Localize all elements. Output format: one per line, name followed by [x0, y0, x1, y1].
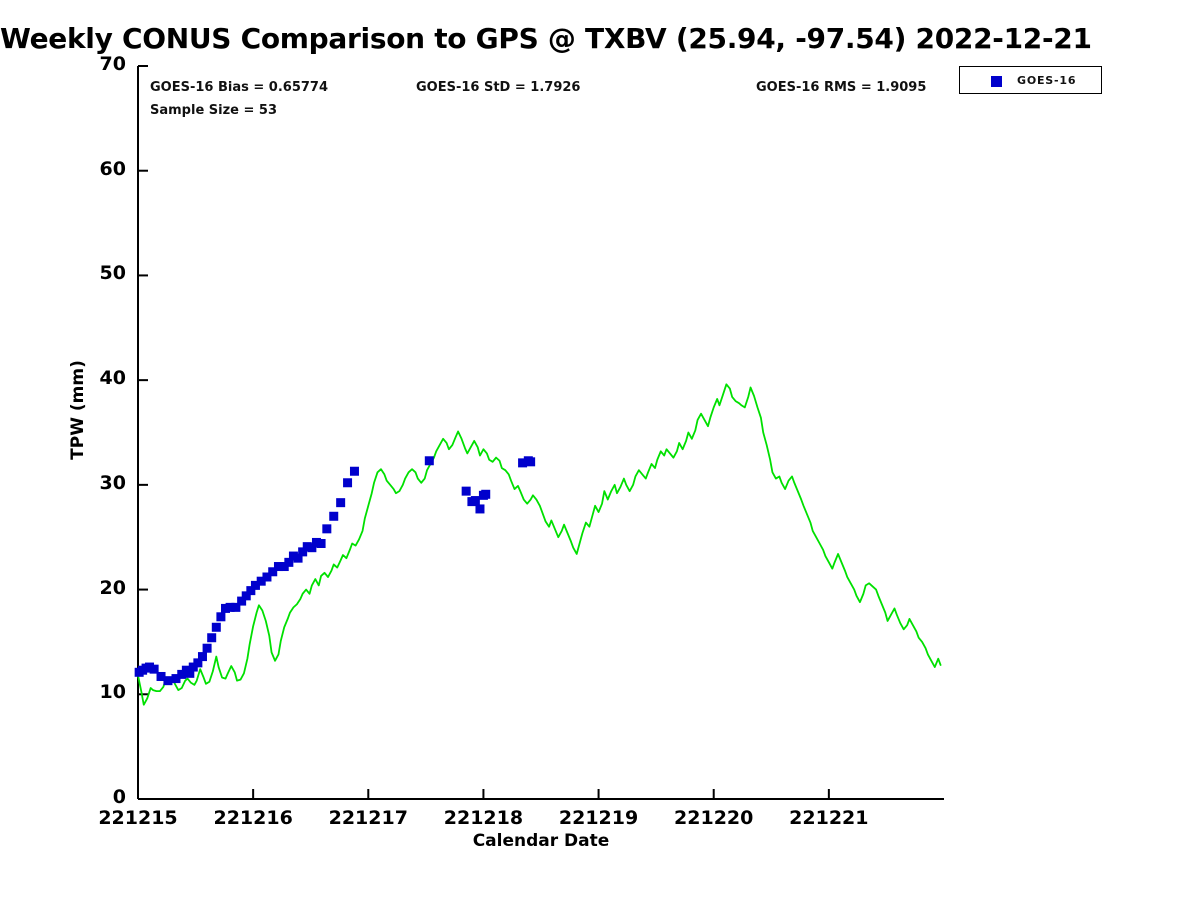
ytick-label: 0 — [112, 786, 126, 808]
legend-swatch-goes16 — [991, 76, 1002, 87]
xtick-label: 221215 — [98, 807, 178, 829]
legend-label-goes16: GOES-16 — [1017, 74, 1077, 87]
axis-title-x: Calendar Date — [472, 831, 610, 851]
page-title: Weekly CONUS Comparison to GPS @ TXBV (2… — [0, 22, 1092, 55]
xtick-label: 221221 — [789, 807, 869, 829]
stat-std: GOES-16 StD = 1.7926 — [416, 80, 581, 95]
ytick-label: 30 — [99, 471, 126, 494]
stat-rms: GOES-16 RMS = 1.9095 — [756, 80, 927, 95]
xtick-label: 221218 — [443, 807, 524, 829]
xtick-label: 221219 — [558, 807, 639, 829]
stat-sample-size: Sample Size = 53 — [150, 103, 278, 118]
stat-bias: GOES-16 Bias = 0.65774 — [150, 80, 329, 95]
ytick-label: 70 — [99, 53, 126, 75]
xtick-label: 221216 — [213, 807, 293, 829]
ytick-label: 50 — [99, 262, 126, 285]
legend: GOES-16 — [959, 66, 1102, 94]
xtick-label: 221220 — [674, 807, 754, 829]
data-series — [134, 383, 942, 706]
xtick-label: 221217 — [328, 807, 408, 829]
axis-title-y: TPW (mm) — [68, 360, 88, 460]
scatter-points — [134, 456, 536, 686]
ytick-label: 40 — [99, 367, 126, 390]
ytick-label: 20 — [99, 576, 126, 599]
axes — [137, 65, 944, 800]
ytick-label: 60 — [99, 157, 126, 180]
ytick-label: 10 — [99, 681, 126, 704]
